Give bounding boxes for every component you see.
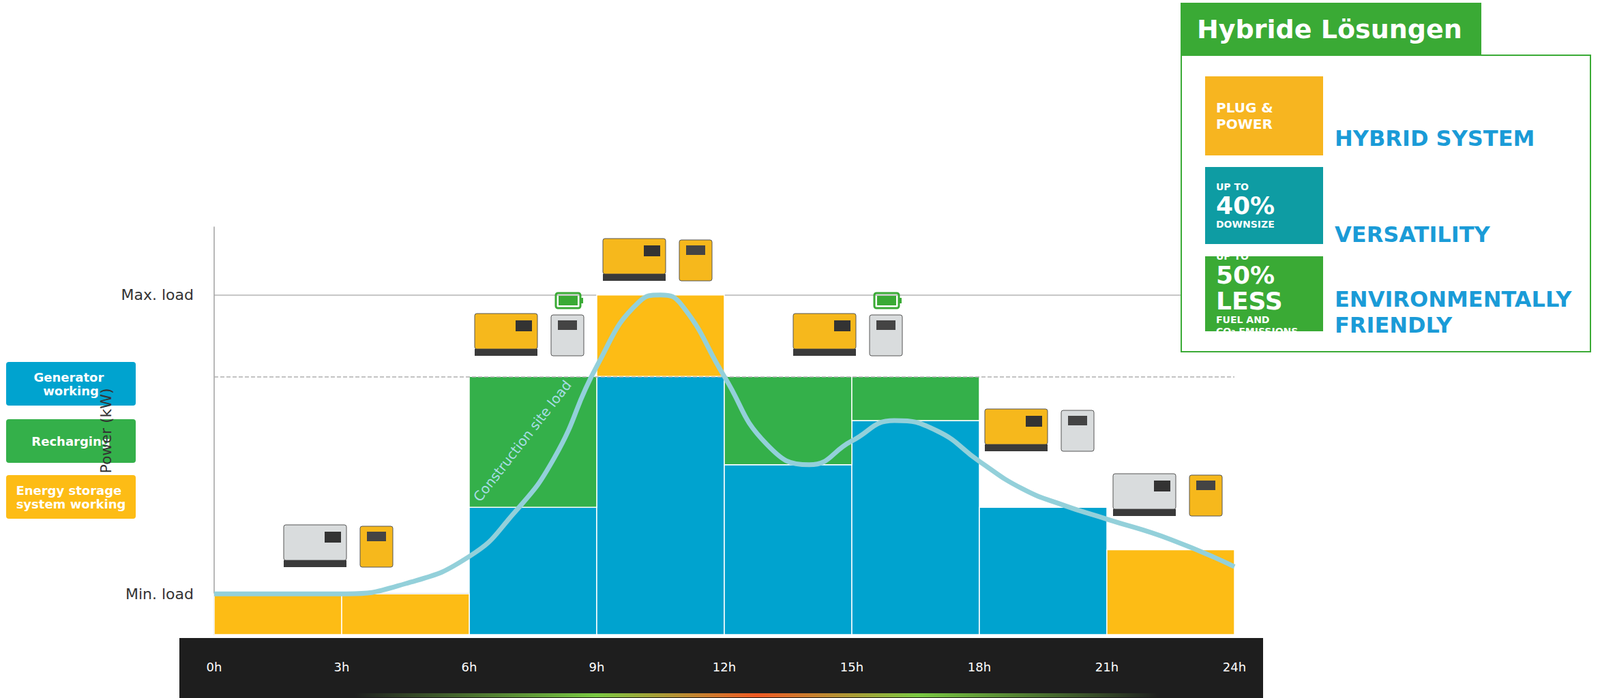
html-text:CO₂ EMISSIONS: CO₂ EMISSIONS [1216,325,1299,337]
html-text:50% LESS: 50% LESS [1216,260,1283,315]
svg-text:Min. load: Min. load [125,585,194,603]
svg-text:3h: 3h [334,660,350,675]
svg-text:6h: 6h [461,660,478,675]
svg-text:system working: system working [16,497,127,512]
svg-text:21h: 21h [1095,660,1119,675]
svg-text:Max. load: Max. load [121,286,195,304]
svg-text:Power (kW): Power (kW) [97,388,115,474]
html-text:UP TO: UP TO [1216,181,1249,192]
html-text:DOWNSIZE: DOWNSIZE [1216,218,1275,230]
html-text:UP TO: UP TO [1216,250,1249,262]
svg-text:Generator: Generator [33,370,108,385]
svg-text:Construction site load: Construction site load [469,377,575,505]
svg-text:working: working [42,383,99,399]
html-text:HYBRID SYSTEM: HYBRID SYSTEM [1334,125,1535,152]
html-text:40%: 40% [1216,191,1275,220]
html-text:PLUG & POWER: PLUG & POWER [1216,99,1274,133]
html-text:VERSATILITY: VERSATILITY [1334,221,1490,248]
svg-text:Recharging: Recharging [31,434,111,449]
svg-text:24h: 24h [1222,660,1247,675]
html-text:ENVIRONMENTALLY FRIENDLY: ENVIRONMENTALLY FRIENDLY [1334,286,1572,339]
html-text:Hybride Lösungen: Hybride Lösungen [1196,14,1463,45]
svg-text:9h: 9h [589,660,605,675]
svg-text:18h: 18h [967,660,991,675]
svg-text:Energy storage: Energy storage [15,483,126,498]
svg-text:12h: 12h [712,660,736,675]
html-text:FUEL AND: FUEL AND [1216,314,1270,325]
svg-text:15h: 15h [840,660,864,675]
svg-text:0h: 0h [206,660,223,675]
